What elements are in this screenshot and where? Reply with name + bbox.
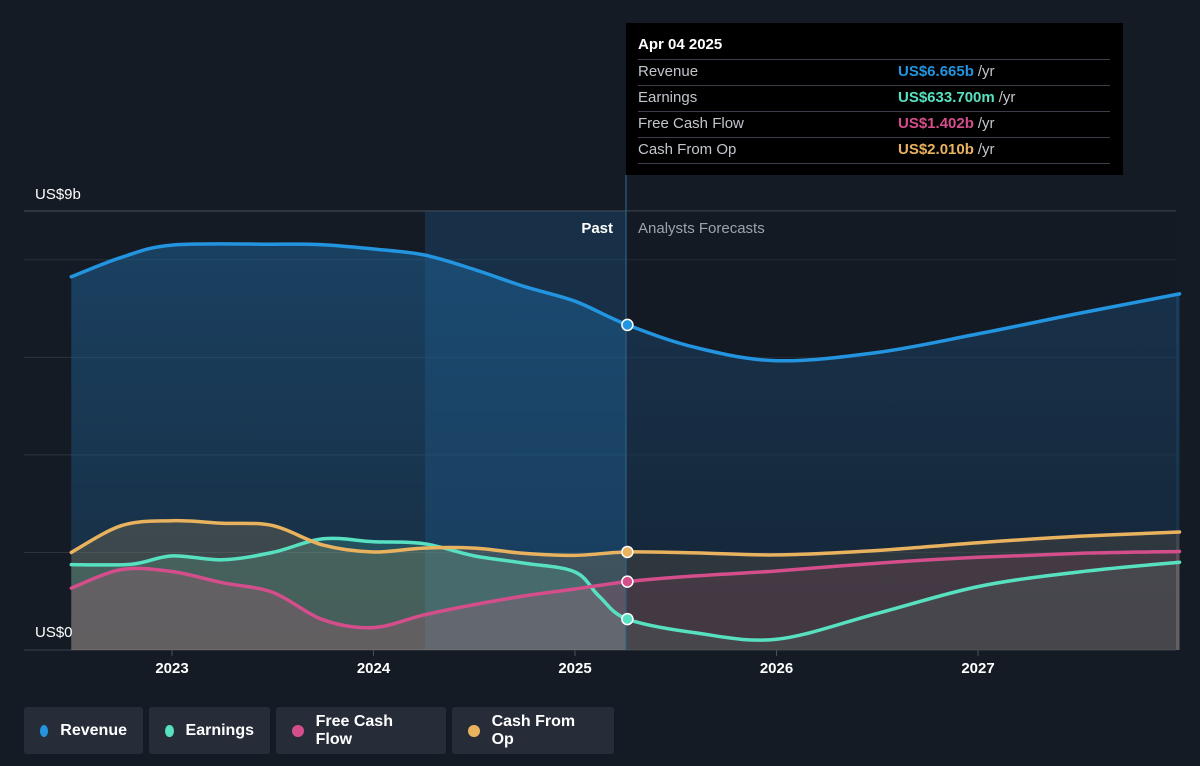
earnings-area (71, 538, 1180, 650)
legend-dot-icon (292, 724, 304, 737)
y-max-label: US$9b (35, 186, 81, 203)
tooltip-row: Earnings US$633.700m/yr (638, 85, 1110, 111)
legend-label: Earnings (185, 721, 254, 739)
tooltip-date: Apr 04 2025 (638, 36, 723, 53)
data-tooltip: Apr 04 2025 Revenue US$6.665b/yr Earnings U… (626, 23, 1123, 175)
x-tick-label: 2026 (760, 660, 793, 677)
tooltip-value: US$6.665b (898, 63, 974, 80)
x-axis-ticks: 2023 2024 2025 2026 2027 (155, 650, 995, 677)
legend-label: Cash From Op (491, 712, 576, 748)
x-tick-label: 2027 (961, 660, 994, 677)
legend-item-cash-from-op[interactable]: Cash From Op (452, 707, 614, 754)
x-tick-label: 2024 (357, 660, 391, 677)
legend-item-revenue[interactable]: Revenue (24, 707, 143, 754)
series-markers (621, 318, 634, 626)
free-cash-flow-line (69, 549, 1182, 630)
tooltip-unit: /yr (977, 141, 995, 158)
tooltip-unit: /yr (977, 63, 995, 80)
tooltip-row: Free Cash Flow US$1.402b/yr (638, 111, 1110, 137)
earnings-marker (621, 612, 634, 626)
forecast-shade (626, 211, 1176, 650)
tooltip-row: Revenue US$6.665b/yr (638, 59, 1110, 85)
tooltip-unit: /yr (998, 89, 1016, 106)
tooltip-label: Earnings (638, 89, 698, 106)
legend-label: Free Cash Flow (315, 712, 393, 748)
tooltip-value: US$633.700m (898, 89, 995, 106)
legend-label: Revenue (60, 721, 127, 739)
y-min-label: US$0 (35, 624, 73, 641)
legend-dot-icon (40, 724, 49, 737)
series-lines (69, 242, 1182, 642)
legend: Revenue Earnings Free Cash Flow Cash From O… (24, 707, 614, 754)
tooltip-label: Revenue (638, 63, 699, 80)
legend-dot-icon (165, 724, 174, 737)
earnings-line (69, 536, 1182, 642)
forecast-label: Analysts Forecasts (638, 220, 765, 237)
tooltip-unit: /yr (977, 115, 995, 132)
tooltip-label: Cash From Op (638, 141, 737, 158)
cash-from-op-line (69, 518, 1182, 558)
tooltip-rows: Revenue US$6.665b/yr Earnings US$633.700m/y… (638, 59, 1111, 164)
legend-dot-icon (468, 724, 480, 737)
free-cash-flow-marker (621, 575, 634, 588)
tooltip-value: US$2.010b (898, 141, 974, 158)
revenue-line (69, 242, 1182, 363)
tooltip-label: Free Cash Flow (638, 115, 744, 132)
x-tick-label: 2025 (558, 660, 591, 677)
cash-from-op-marker (621, 545, 634, 559)
past-label: Past (581, 220, 613, 237)
free-cash-flow-area (71, 551, 1180, 650)
tooltip-row: Cash From Op US$2.010b/yr (638, 137, 1110, 164)
revenue-marker (621, 318, 634, 332)
legend-item-earnings[interactable]: Earnings (149, 707, 270, 754)
tooltip-value: US$1.402b (898, 115, 974, 132)
x-tick-label: 2023 (155, 660, 188, 677)
legend-item-free-cash-flow[interactable]: Free Cash Flow (276, 707, 446, 754)
